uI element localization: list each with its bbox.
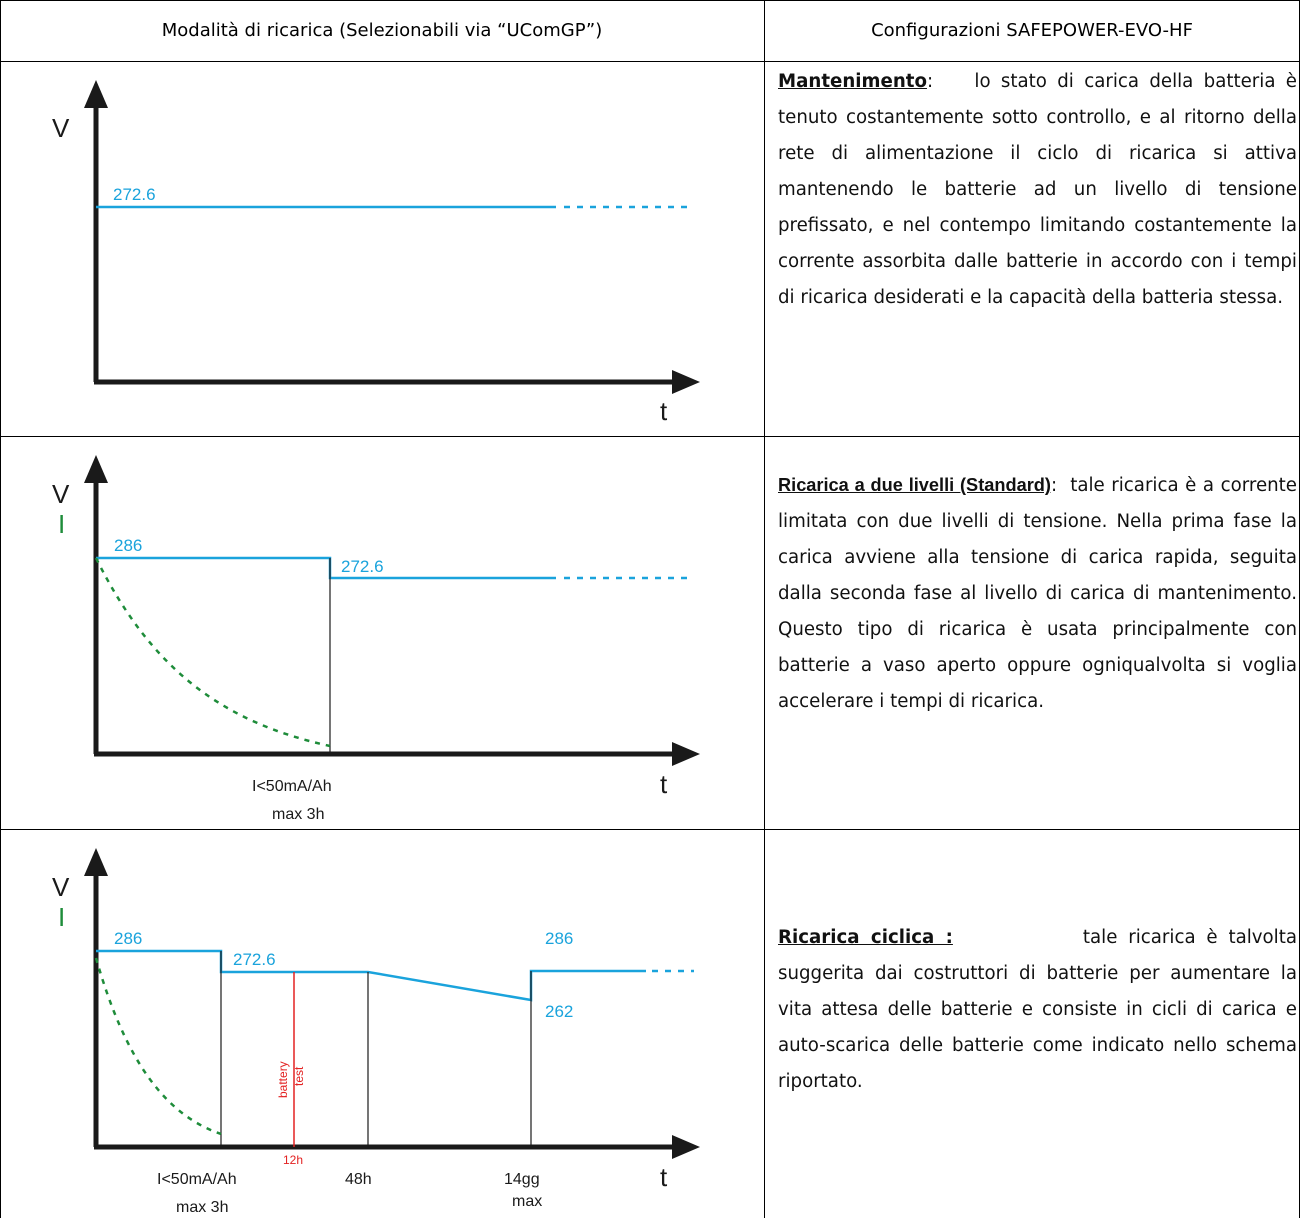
diagram-cyclic: V I t 286 272.6 286 262 battery test I<5…	[0, 830, 764, 1218]
mode-body: lo stato di carica della batteria è tenu…	[778, 71, 1297, 308]
x-axis-label: t	[660, 396, 668, 426]
description-maintenance: Mantenimento: lo stato di carica della b…	[778, 64, 1297, 316]
voltage-line	[96, 556, 556, 580]
battery-test-label-2: test	[292, 1066, 306, 1086]
tick-label-duration: max 3h	[272, 806, 324, 823]
x-axis-label: t	[660, 1162, 668, 1192]
voltage-high-value: 286	[114, 929, 142, 948]
voltage-value: 272.6	[113, 185, 156, 204]
table-border	[0, 0, 1, 1218]
voltage-low-value: 272.6	[233, 950, 276, 969]
tick-label-test: 12h	[283, 1153, 303, 1167]
y-axis-label-current: I	[58, 902, 65, 932]
x-axis	[94, 1135, 700, 1159]
mode-body: tale ricarica è talvolta suggerita dai c…	[778, 927, 1297, 1092]
table-border	[764, 0, 765, 1218]
x-axis	[94, 370, 700, 394]
mode-separator: :	[1050, 475, 1058, 496]
voltage-line	[96, 949, 646, 1002]
current-curve	[94, 957, 222, 1136]
y-axis	[84, 848, 108, 1147]
voltage-low-value: 272.6	[341, 557, 384, 576]
y-axis-label: V	[52, 872, 70, 902]
y-axis-label-current: I	[58, 509, 65, 539]
y-axis-label: V	[52, 113, 70, 143]
mode-title: Mantenimento	[778, 71, 927, 92]
table-border	[0, 436, 1300, 437]
mode-body: tale ricarica è a corrente limitata con …	[778, 475, 1298, 712]
y-axis	[84, 455, 108, 754]
table-border	[0, 0, 1300, 1]
diagram-two-level: V I t 286 272.6 I<50mA/Ah max 3h	[0, 437, 764, 829]
y-axis-label: V	[52, 479, 70, 509]
tick-label-max: max	[512, 1193, 542, 1210]
mode-separator: :	[926, 71, 934, 92]
battery-test-label-1: battery	[276, 1061, 290, 1098]
x-axis	[94, 742, 700, 766]
tick-label-duration: max 3h	[176, 1199, 228, 1216]
mode-title: Ricarica a due livelli (Standard)	[778, 475, 1051, 495]
voltage-high-value: 286	[114, 536, 142, 555]
mode-title: Ricarica ciclica :	[778, 927, 953, 948]
description-cyclic: Ricarica ciclica : tale ricarica è talvo…	[778, 920, 1297, 1100]
diagram-maintenance: V t 272.6	[0, 62, 764, 436]
table-border	[0, 61, 1300, 62]
x-axis-label: t	[660, 769, 668, 799]
description-two-level: Ricarica a due livelli (Standard): tale …	[778, 467, 1297, 720]
tick-label-14gg: 14gg	[504, 1171, 540, 1188]
y-axis	[84, 80, 108, 382]
voltage-min-value: 262	[545, 1002, 573, 1021]
tick-label-current: I<50mA/Ah	[252, 778, 332, 795]
header-configurations: Configurazioni SAFEPOWER-EVO-HF	[871, 20, 1193, 41]
voltage-high-value-2: 286	[545, 929, 573, 948]
header-charge-modes: Modalità di ricarica (Selezionabili via …	[161, 20, 603, 41]
tick-label-current: I<50mA/Ah	[157, 1171, 237, 1188]
table-border	[0, 829, 1300, 830]
tick-label-48h: 48h	[345, 1171, 372, 1188]
current-curve	[94, 557, 331, 748]
